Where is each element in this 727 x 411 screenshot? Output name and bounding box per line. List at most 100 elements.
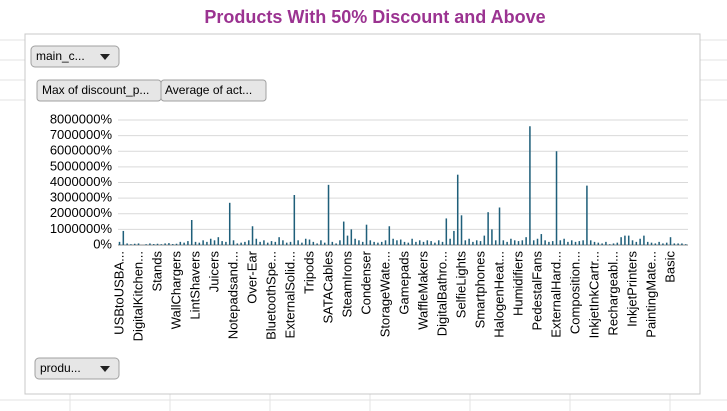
- bar: [263, 240, 265, 245]
- bar: [498, 207, 501, 245]
- bar: [684, 244, 687, 245]
- bar: [354, 238, 356, 245]
- bar: [217, 237, 220, 245]
- bar: [681, 243, 683, 245]
- button-label[interactable]: Max of discount_p...: [42, 83, 149, 97]
- bar: [468, 238, 470, 245]
- bar: [559, 240, 562, 245]
- bar: [665, 242, 668, 245]
- bar: [532, 240, 535, 245]
- bar: [411, 238, 413, 245]
- y-tick-label: 4000000%: [50, 174, 113, 189]
- bar: [521, 240, 524, 245]
- bar: [437, 240, 440, 245]
- bar: [635, 241, 638, 245]
- bar: [187, 241, 189, 245]
- y-tick-label: 6000000%: [50, 143, 113, 158]
- x-tick-label: Condenser: [358, 250, 373, 314]
- field-button[interactable]: Max of discount_p...: [36, 79, 162, 102]
- bar: [426, 240, 429, 245]
- bar: [449, 238, 451, 245]
- bar: [624, 235, 626, 245]
- bar: [164, 243, 166, 245]
- bar: [555, 151, 558, 245]
- bar: [373, 241, 375, 245]
- bar: [133, 243, 136, 245]
- x-tick-label: Over-Ear: [244, 250, 259, 303]
- x-tick-label: Tripods: [301, 251, 316, 294]
- button-label[interactable]: Average of act...: [165, 83, 252, 97]
- bar: [567, 241, 569, 245]
- bar: [320, 240, 322, 245]
- bar: [441, 241, 444, 245]
- bar: [593, 241, 596, 245]
- bar: [620, 237, 622, 245]
- chart-title: Products With 50% Discount and Above: [204, 7, 545, 27]
- x-tick-label: SteamIrons: [339, 251, 354, 318]
- bar: [259, 241, 261, 245]
- bar: [285, 242, 288, 245]
- bar: [361, 241, 364, 245]
- bar: [384, 240, 387, 245]
- bar: [160, 244, 163, 245]
- button-label[interactable]: produ...: [40, 361, 81, 375]
- y-tick-label: 8000000%: [50, 111, 113, 126]
- x-tick-label: HalogenHeat...: [491, 251, 506, 338]
- bar: [168, 243, 170, 245]
- bar: [445, 218, 448, 245]
- bar: [483, 235, 486, 245]
- x-tick-label: SATACables: [320, 251, 335, 324]
- bar: [551, 241, 554, 245]
- bar: [312, 241, 315, 245]
- bar: [536, 238, 539, 245]
- bar: [213, 240, 216, 245]
- bar: [631, 240, 634, 245]
- x-tick-label: Gamepads: [396, 251, 411, 315]
- button-label[interactable]: main_c...: [36, 49, 85, 63]
- bar: [209, 238, 212, 245]
- x-tick-label: ExternalSolid...: [282, 251, 297, 338]
- bar: [206, 241, 208, 245]
- field-button[interactable]: produ...: [34, 357, 120, 380]
- bar: [582, 240, 584, 245]
- bar: [190, 220, 193, 245]
- y-tick-label: 2000000%: [50, 205, 113, 220]
- bar: [491, 229, 493, 245]
- y-tick-label: 1000000%: [50, 221, 113, 236]
- bar: [126, 243, 128, 245]
- field-button[interactable]: main_c...: [30, 45, 120, 68]
- bar: [525, 237, 527, 245]
- bar: [137, 243, 140, 245]
- bar: [335, 243, 337, 245]
- x-tick-label: Basic: [662, 251, 677, 283]
- bar: [643, 235, 645, 245]
- bar: [563, 238, 565, 245]
- x-tick-label: ExternalHard...: [548, 251, 563, 338]
- title-area: [0, 0, 727, 34]
- bar: [183, 242, 185, 245]
- bar: [487, 212, 489, 245]
- bar: [266, 242, 269, 245]
- bar: [331, 241, 334, 245]
- bar: [342, 221, 345, 245]
- bar: [627, 235, 630, 245]
- bar: [399, 239, 402, 245]
- x-tick-label: SelfieLights: [453, 251, 468, 319]
- bar: [472, 241, 474, 245]
- bar: [225, 241, 227, 245]
- bar: [646, 241, 649, 245]
- bar: [529, 126, 531, 245]
- bar: [612, 243, 615, 245]
- bar: [327, 184, 330, 245]
- bar: [601, 243, 603, 245]
- y-tick-label: 3000000%: [50, 190, 113, 205]
- bar: [589, 240, 592, 245]
- bar: [506, 241, 508, 245]
- bar: [407, 242, 410, 245]
- bar: [669, 237, 672, 245]
- bar: [274, 241, 277, 245]
- bar: [130, 244, 132, 245]
- bar: [350, 229, 353, 245]
- field-button[interactable]: Average of act...: [160, 79, 267, 102]
- bar: [396, 240, 398, 245]
